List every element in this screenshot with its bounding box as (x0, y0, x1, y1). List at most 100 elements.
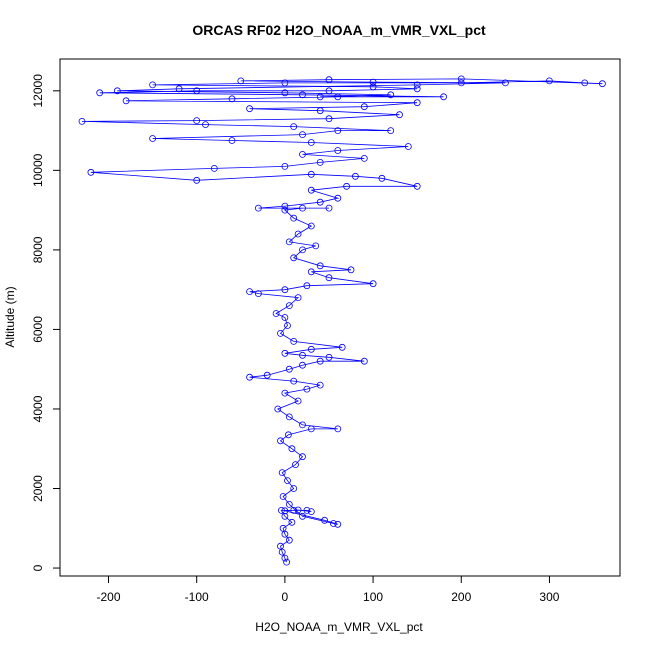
data-point (288, 445, 296, 453)
x-tick-label: 200 (451, 590, 471, 604)
data-point (369, 280, 377, 288)
data-point (246, 288, 254, 296)
data-point (299, 453, 306, 461)
x-tick-label: 100 (363, 590, 383, 604)
x-axis-label: H2O_NOAA_m_VMR_VXL_pct (255, 620, 423, 634)
plot-frame (59, 58, 621, 577)
data-point (307, 139, 315, 146)
data-point (288, 518, 296, 526)
data-point (351, 172, 359, 180)
data-point (149, 135, 157, 142)
data-point (325, 204, 333, 212)
chart-title: ORCAS RF02 H2O_NOAA_m_VMR_VXL_pct (192, 22, 486, 38)
data-point (307, 345, 315, 353)
data-point (307, 268, 315, 276)
data-point (307, 222, 315, 230)
data-point (210, 164, 218, 172)
data-point (285, 536, 293, 544)
data-point (307, 170, 315, 178)
y-tick-label: 2000 (31, 475, 45, 502)
data-point (413, 85, 421, 93)
data-point (316, 158, 324, 166)
data-point (254, 204, 262, 212)
data-point (299, 421, 306, 429)
data-point (299, 150, 306, 158)
data-point (307, 508, 315, 516)
data-point (281, 554, 289, 562)
data-point (404, 143, 412, 150)
data-point (387, 127, 395, 135)
data-point (360, 103, 368, 111)
data-point (246, 105, 254, 113)
data-point (290, 214, 298, 222)
data-point (263, 371, 271, 379)
data-point (290, 377, 298, 385)
data-point (316, 198, 324, 206)
data-point (501, 79, 509, 87)
data-point (299, 246, 306, 254)
data-point (285, 500, 293, 508)
data-point (277, 437, 284, 445)
data-point (325, 274, 333, 282)
data-point (334, 147, 342, 154)
data-point (78, 118, 86, 125)
data-point (294, 230, 302, 238)
data-point (325, 87, 333, 95)
data-point (360, 357, 368, 365)
series-line (81, 78, 603, 563)
data-point (316, 262, 324, 270)
y-tick-label: 8000 (31, 236, 45, 263)
data-point (290, 485, 298, 492)
data-point (303, 282, 311, 290)
data-point (334, 520, 342, 528)
data-point (277, 542, 284, 550)
data-point (299, 361, 306, 369)
data-point (307, 425, 315, 433)
data-point (281, 530, 289, 538)
data-point (149, 81, 157, 89)
data-point (316, 107, 324, 115)
data-point (202, 121, 209, 128)
data-point (254, 290, 262, 298)
data-point (122, 97, 130, 105)
x-axis: -200 -100 0 100 200 300 (96, 575, 560, 604)
data-point (281, 512, 289, 520)
data-point (281, 507, 289, 515)
data-point (413, 81, 421, 89)
data-point (325, 76, 333, 84)
data-point (378, 174, 386, 182)
data-point (284, 431, 292, 439)
y-axis-label: Altitude (m) (3, 286, 17, 347)
data-point (413, 99, 421, 107)
data-point (281, 89, 289, 97)
data-point (284, 322, 291, 329)
data-point (325, 115, 333, 123)
data-point (299, 204, 306, 212)
data-point (299, 91, 306, 99)
data-point (281, 286, 289, 294)
data-point (316, 381, 324, 389)
data-point (546, 77, 553, 85)
data-point (369, 78, 377, 86)
data-point (321, 516, 329, 524)
data-point (457, 79, 465, 87)
data-point (369, 83, 377, 91)
data-point (113, 87, 121, 95)
data-point (283, 558, 291, 566)
y-tick-label: 6000 (31, 316, 45, 343)
data-point (281, 314, 289, 321)
y-tick-label: 12000 (31, 74, 45, 108)
data-point (285, 238, 293, 246)
data-point (277, 329, 284, 337)
data-point (290, 254, 298, 262)
data-point (299, 131, 306, 139)
data-point (290, 506, 298, 514)
data-point (274, 405, 282, 413)
data-point (228, 137, 236, 144)
data-point (325, 353, 333, 361)
data-point (281, 202, 289, 210)
data-point (316, 357, 324, 365)
data-point (193, 117, 201, 124)
data-point (175, 85, 183, 93)
